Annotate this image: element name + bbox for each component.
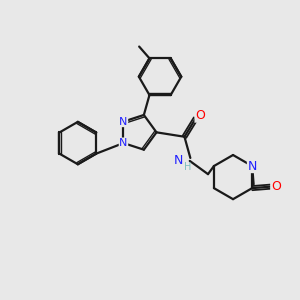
Text: N: N: [119, 117, 128, 127]
Text: N: N: [174, 154, 183, 167]
Text: O: O: [195, 109, 205, 122]
Text: N: N: [119, 138, 128, 148]
Text: N: N: [248, 160, 257, 172]
Text: H: H: [184, 162, 192, 172]
Text: O: O: [271, 180, 281, 193]
